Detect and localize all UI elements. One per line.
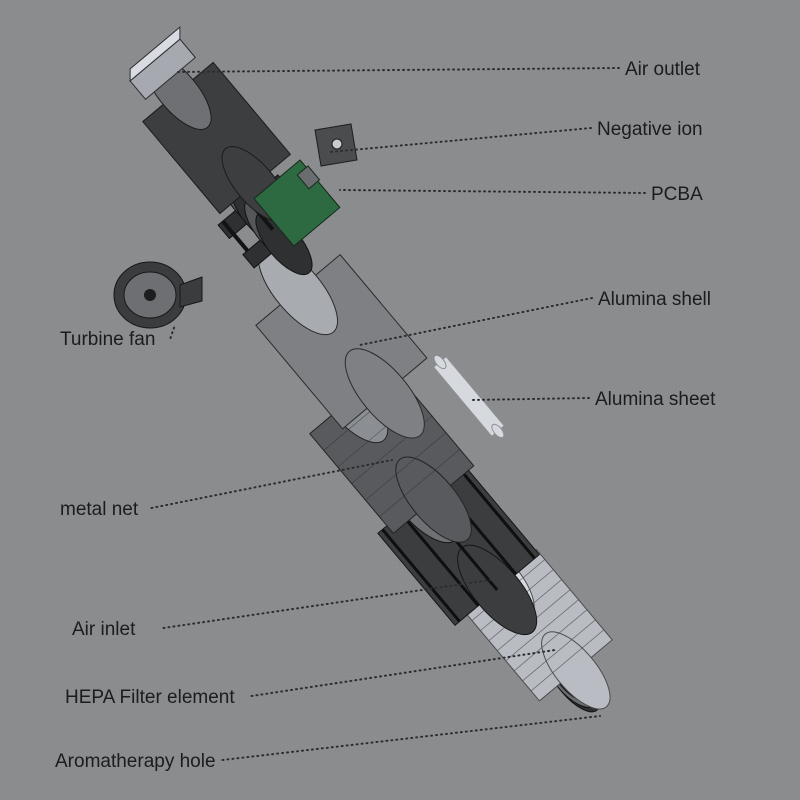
label-aromatherapy-hole: Aromatherapy hole: [55, 752, 216, 771]
label-hepa-filter: HEPA Filter element: [65, 688, 235, 707]
exploded-diagram: Air outlet Negative ion PCBA Turbine fan Alu…: [0, 0, 800, 800]
label-alumina-sheet: Alumina sheet: [595, 390, 715, 409]
label-pcba: PCBA: [651, 185, 703, 204]
label-alumina-shell: Alumina shell: [598, 290, 711, 309]
label-metal-net: metal net: [60, 500, 138, 519]
label-air-inlet: Air inlet: [72, 620, 135, 639]
label-negative-ion: Negative ion: [597, 120, 703, 139]
label-turbine-fan: Turbine fan: [60, 330, 155, 349]
label-air-outlet: Air outlet: [625, 60, 700, 79]
